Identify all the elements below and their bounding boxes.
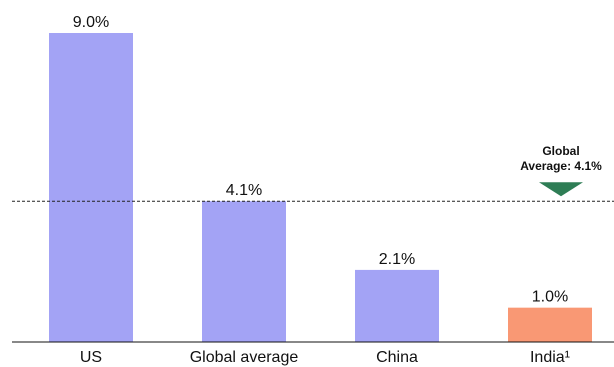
reference-label-line2: Average: 4.1%	[520, 159, 602, 173]
x-tick-label-china: China	[376, 349, 418, 366]
global-average-marker-icon	[539, 182, 583, 197]
value-labels-group: 9.0% 4.1% 2.1% 1.0%	[73, 14, 568, 306]
bar-global-average	[202, 201, 286, 342]
value-label-india: 1.0%	[532, 289, 568, 306]
x-tick-label-india: India¹	[530, 349, 570, 366]
x-tick-label-us: US	[80, 349, 102, 366]
bars-group	[49, 33, 592, 342]
bar-china	[355, 269, 439, 342]
value-label-china: 2.1%	[379, 251, 415, 268]
x-tick-label-global-average: Global average	[190, 349, 299, 366]
reference-label-line1: Global	[542, 144, 579, 158]
value-label-us: 9.0%	[73, 14, 109, 31]
x-tick-labels-group: US Global average China India¹	[80, 349, 570, 366]
value-label-global-average: 4.1%	[226, 182, 262, 199]
bar-us	[49, 33, 133, 342]
bar-india	[508, 307, 592, 342]
